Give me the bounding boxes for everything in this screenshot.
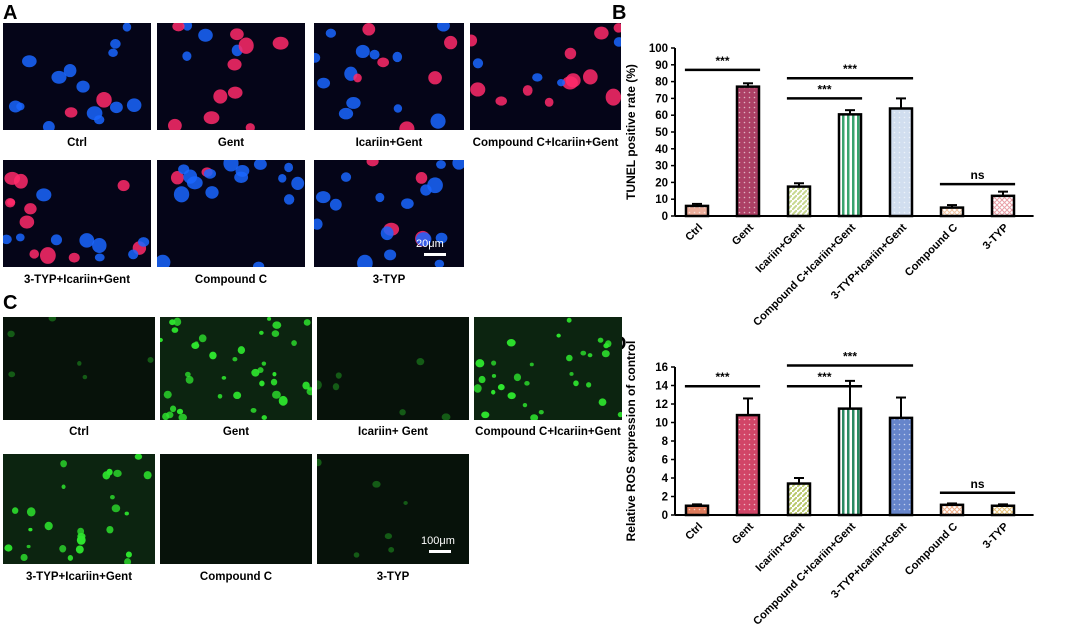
- bar-3-typ-icariin-gent: [888, 107, 914, 218]
- micrograph-2: [314, 23, 464, 130]
- bar-3-typ-icariin-gent: [888, 416, 914, 517]
- micrograph-5: [160, 454, 312, 564]
- significance-label: ns: [970, 168, 984, 182]
- y-tick-label: 30: [655, 161, 668, 173]
- panel-label-c: C: [3, 292, 18, 314]
- micrograph-4: [3, 160, 151, 267]
- micrograph-caption: Ctrl: [69, 426, 89, 438]
- significance-label: ***: [715, 54, 729, 68]
- y-tick-label: 100: [649, 43, 668, 55]
- micrograph-caption: Compound C+Icariin+Gent: [472, 137, 619, 149]
- micrograph-1: [160, 317, 312, 420]
- bar-icariin-gent: [786, 482, 812, 517]
- significance-label: ***: [715, 370, 729, 384]
- micrograph-caption: Icariin+ Gent: [358, 426, 428, 438]
- significance-label: ***: [843, 350, 857, 364]
- y-tick-label: 90: [655, 60, 668, 72]
- bar-icariin-gent: [786, 185, 812, 218]
- x-category-label: Icariin+Gent: [753, 520, 807, 574]
- y-tick-label: 10: [655, 418, 668, 430]
- scale-bar-label: 100μm: [421, 535, 455, 547]
- y-tick-label: 16: [655, 362, 668, 374]
- tunel-bar-chart-svg: 0 10 20 30 40 50 60 70 80 90 100 TUNEL positive rat…: [624, 43, 1034, 329]
- bar-3-typ: [990, 504, 1016, 517]
- micrograph-caption: Gent: [217, 137, 245, 149]
- significance-label: ***: [817, 82, 831, 96]
- y-tick-label: 6: [662, 455, 668, 467]
- bar-gent: [735, 85, 761, 218]
- x-category-label: Icariin+Gent: [753, 221, 807, 275]
- bar-ctrl: [684, 504, 710, 517]
- y-tick-label: 14: [655, 381, 668, 393]
- y-tick-label: 20: [655, 177, 668, 189]
- x-category-label: Gent: [730, 520, 756, 546]
- y-tick-label: 2: [662, 492, 668, 504]
- y-tick-label: 50: [655, 127, 668, 139]
- micrograph-caption: Compound C: [194, 274, 268, 286]
- micrograph-3: [470, 23, 621, 130]
- y-tick-label: 0: [662, 510, 668, 522]
- bar-compound-c-icariin-gent: [837, 407, 863, 517]
- significance-label: ***: [843, 62, 857, 76]
- tunel-bar-chart: 0 10 20 30 40 50 60 70 80 90 100 TUNEL positive rat…: [612, 30, 1072, 330]
- scale-bar-label: 20μm: [416, 238, 444, 250]
- y-tick-label: 0: [662, 211, 668, 223]
- ros-bar-chart-svg: 0 2 4 6 8 10 12 14 16 Relative ROS expression of …: [624, 341, 1034, 628]
- micrograph-0: [3, 317, 155, 420]
- bar-3-typ: [990, 194, 1016, 218]
- micrograph-3: [474, 317, 622, 420]
- x-category-label: Compound C+Icariin+Gent: [751, 221, 858, 328]
- y-tick-label: 70: [655, 93, 668, 105]
- x-category-label: Gent: [730, 221, 756, 247]
- bar-compound-c-icariin-gent: [837, 113, 863, 218]
- x-category-label: Compound C: [903, 521, 960, 578]
- micrograph-2: [317, 317, 469, 420]
- bar-ctrl: [684, 204, 710, 218]
- x-category-label: 3-TYP: [981, 521, 1012, 552]
- x-category-label: Compound C: [903, 222, 960, 279]
- micrograph-caption: 3-TYP+Icariin+Gent: [23, 274, 131, 286]
- micrograph-caption: 3-TYP: [376, 571, 410, 583]
- x-category-label: 3-TYP: [981, 222, 1012, 253]
- panel-label-a: A: [3, 2, 18, 24]
- bar-gent: [735, 413, 761, 517]
- ros-bar-chart: 0 2 4 6 8 10 12 14 16 Relative ROS expression of …: [612, 341, 1072, 638]
- micrograph-caption: Compound C+Icariin+Gent: [475, 426, 621, 438]
- y-tick-label: 10: [655, 194, 668, 206]
- micrograph-1: [157, 23, 305, 130]
- bar-compound-c: [939, 503, 965, 517]
- x-category-label: Compound C+Icariin+Gent: [751, 520, 858, 627]
- y-tick-label: 80: [655, 77, 668, 89]
- micrograph-caption: Icariin+Gent: [355, 137, 423, 149]
- y-axis-label: Relative ROS expression of control: [624, 341, 638, 542]
- x-category-label: Ctrl: [683, 222, 705, 244]
- x-category-label: Ctrl: [683, 521, 705, 543]
- y-tick-label: 4: [662, 473, 669, 485]
- micrograph-6: 100μm: [317, 454, 469, 564]
- micrograph-caption: Compound C: [199, 571, 273, 583]
- micrograph-caption: 3-TYP+Icariin+Gent: [25, 571, 133, 583]
- y-tick-label: 8: [662, 436, 669, 448]
- micrograph-6: 20μm: [314, 160, 464, 267]
- micrograph-caption: Gent: [222, 426, 250, 438]
- significance-label: ***: [817, 370, 831, 384]
- significance-label: ns: [970, 477, 984, 491]
- micrograph-caption: Ctrl: [67, 137, 87, 149]
- micrograph-5: [157, 160, 305, 267]
- y-axis-label: TUNEL positive rate (%): [624, 64, 638, 200]
- micrograph-0: [3, 23, 151, 130]
- y-tick-label: 12: [655, 399, 668, 411]
- bar-compound-c: [939, 206, 965, 218]
- panel-label-b: B: [612, 2, 627, 24]
- micrograph-4: [3, 454, 155, 564]
- y-tick-label: 40: [655, 144, 668, 156]
- micrograph-caption: 3-TYP: [372, 274, 406, 286]
- y-tick-label: 60: [655, 110, 668, 122]
